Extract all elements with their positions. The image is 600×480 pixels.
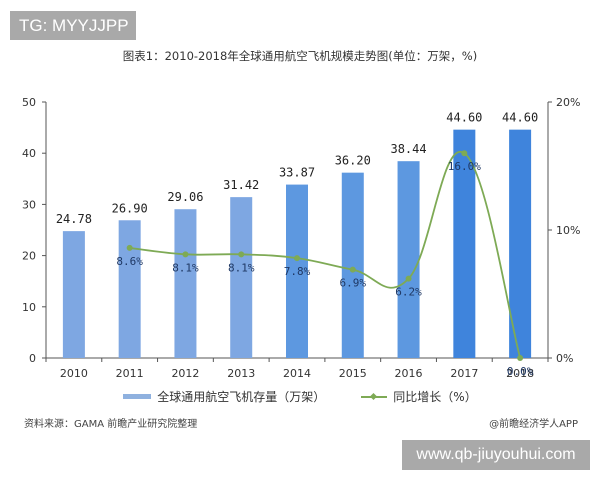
x-axis-label: 2013	[227, 367, 255, 380]
bar-value-label: 44.60	[502, 111, 538, 125]
x-axis-label: 2015	[339, 367, 367, 380]
growth-value-label: 0.0%	[507, 365, 534, 378]
source-note: 资料来源：GAMA 前瞻产业研究院整理	[24, 419, 198, 430]
x-axis-label: 2017	[450, 367, 478, 380]
bar	[341, 172, 364, 358]
growth-point	[238, 251, 245, 258]
bar	[453, 129, 476, 358]
growth-value-label: 6.2%	[395, 286, 422, 299]
legend-item-bar: 全球通用航空飞机存量（万架）	[123, 388, 325, 405]
bar-swatch-icon	[123, 394, 152, 399]
bar-value-label: 26.90	[112, 201, 148, 215]
bar	[230, 197, 253, 358]
growth-point	[349, 266, 356, 273]
bar	[397, 161, 420, 358]
x-axis-label: 2010	[60, 367, 88, 380]
left-axis-label: 50	[22, 96, 36, 109]
x-axis-label: 2018	[506, 367, 534, 380]
growth-point	[294, 255, 300, 262]
growth-value-label: 8.6%	[116, 255, 143, 268]
legend-item-line: 同比增长（%）	[361, 388, 477, 405]
growth-point	[182, 251, 189, 258]
growth-point	[126, 244, 133, 251]
bar	[509, 129, 532, 358]
left-axis-label: 40	[22, 147, 36, 160]
growth-value-label: 6.9%	[340, 277, 367, 290]
growth-line	[129, 150, 521, 359]
legend-line-label: 同比增长（%）	[393, 390, 477, 404]
line-swatch-icon	[361, 395, 388, 398]
right-axis-label: 20%	[556, 96, 580, 109]
growth-value-label: 8.1%	[172, 261, 199, 274]
x-axis-label: 2011	[116, 367, 144, 380]
growth-value-label: 8.1%	[228, 261, 255, 274]
left-axis-label: 30	[22, 198, 36, 211]
right-axis-label: 10%	[556, 224, 580, 237]
x-axis-label: 2012	[171, 367, 199, 380]
chart-legend: 全球通用航空飞机存量（万架） 同比增长（%）	[0, 388, 600, 405]
bar-value-label: 44.60	[446, 111, 482, 125]
bar-value-label: 36.20	[335, 154, 371, 168]
growth-point	[405, 275, 412, 282]
bar	[62, 231, 85, 358]
growth-point	[461, 150, 468, 157]
growth-point	[517, 355, 524, 361]
bar-value-label: 31.42	[223, 178, 259, 192]
legend-bar-label: 全球通用航空飞机存量（万架）	[157, 390, 326, 404]
bar	[118, 220, 141, 358]
x-axis-label: 2016	[395, 367, 423, 380]
left-axis-label: 0	[29, 352, 36, 365]
bar	[286, 184, 308, 358]
right-axis-label: 0%	[556, 352, 573, 365]
left-axis-label: 10	[22, 301, 36, 314]
watermark-tag: TG: MYYJJPP	[10, 11, 136, 40]
bar-value-label: 33.87	[279, 166, 315, 180]
growth-value-label: 7.8%	[284, 265, 311, 278]
chart-title: 图表1：2010-2018年全球通用航空飞机规模走势图(单位：万架，%)	[122, 49, 478, 63]
bar-value-label: 29.06	[167, 190, 203, 204]
left-axis-label: 20	[22, 250, 36, 263]
credit-note: @前瞻经济学人APP	[489, 419, 578, 430]
x-axis-label: 2014	[283, 367, 311, 380]
growth-value-label: 16.0%	[448, 160, 481, 173]
watermark-url: www.qb-jiuyouhui.com	[402, 440, 590, 470]
bar-value-label: 24.78	[56, 212, 92, 226]
bar-value-label: 38.44	[390, 142, 426, 156]
bar	[174, 209, 197, 358]
